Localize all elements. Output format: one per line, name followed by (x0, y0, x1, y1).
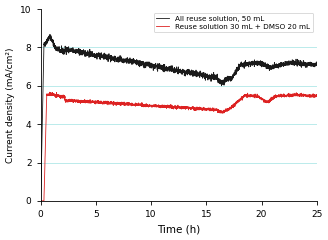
All reuse solution, 50 mL (143, 63, 147, 66)
Reuse solution 30 mL + DMSO 20 mL (39, 199, 43, 202)
All reuse solution, 50 mL (112, 59, 116, 62)
Reuse solution 30 mL + DMSO 20 mL (133, 102, 136, 105)
Reuse solution 30 mL + DMSO 20 mL (315, 93, 319, 96)
Line: All reuse solution, 50 mL: All reuse solution, 50 mL (41, 35, 317, 201)
Reuse solution 30 mL + DMSO 20 mL (72, 100, 76, 103)
Reuse solution 30 mL + DMSO 20 mL (244, 94, 248, 96)
Line: Reuse solution 30 mL + DMSO 20 mL: Reuse solution 30 mL + DMSO 20 mL (41, 92, 317, 201)
Reuse solution 30 mL + DMSO 20 mL (224, 109, 228, 112)
Reuse solution 30 mL + DMSO 20 mL (74, 100, 78, 102)
All reuse solution, 50 mL (190, 71, 194, 74)
All reuse solution, 50 mL (315, 61, 319, 64)
All reuse solution, 50 mL (104, 53, 108, 56)
Y-axis label: Current density (mA/cm²): Current density (mA/cm²) (6, 47, 14, 163)
X-axis label: Time (h): Time (h) (157, 224, 200, 234)
Reuse solution 30 mL + DMSO 20 mL (125, 102, 129, 104)
All reuse solution, 50 mL (190, 68, 194, 71)
Reuse solution 30 mL + DMSO 20 mL (48, 91, 52, 94)
Legend: All reuse solution, 50 mL, Reuse solution 30 mL + DMSO 20 mL: All reuse solution, 50 mL, Reuse solutio… (154, 13, 313, 32)
All reuse solution, 50 mL (39, 199, 43, 202)
All reuse solution, 50 mL (293, 62, 297, 65)
All reuse solution, 50 mL (48, 33, 52, 36)
